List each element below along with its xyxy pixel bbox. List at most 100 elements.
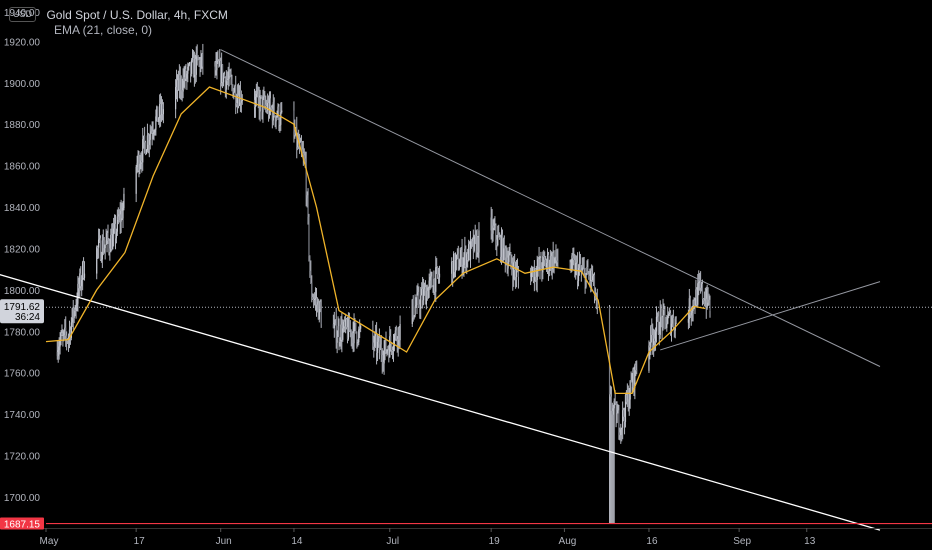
candle-body	[517, 271, 520, 277]
candle-body	[346, 327, 349, 340]
candle-body	[453, 253, 455, 279]
candle-body	[415, 305, 417, 307]
candle-body	[533, 268, 535, 281]
candle-body	[621, 427, 623, 430]
candle-body	[308, 216, 310, 256]
candle-body	[141, 160, 143, 163]
candle-body	[239, 90, 242, 103]
candle-body	[622, 410, 624, 428]
candle-body	[175, 87, 177, 110]
candle-body	[419, 304, 421, 309]
candle-body	[74, 309, 76, 312]
candle-body	[667, 315, 669, 324]
indicator-legend[interactable]: EMA (21, close, 0)	[54, 23, 153, 37]
candle-body	[457, 253, 459, 270]
candle-body	[610, 396, 612, 411]
candle-body	[221, 64, 224, 83]
candle-body	[651, 326, 653, 335]
candle-body	[551, 253, 553, 270]
candle-body	[216, 61, 218, 71]
candle-body	[184, 68, 186, 81]
candle-body	[314, 298, 316, 301]
candle-body	[136, 162, 138, 167]
candle-body	[695, 289, 697, 306]
candle-body	[417, 291, 419, 294]
current-price-label: 1791.62	[4, 302, 41, 313]
candle-body	[201, 53, 203, 61]
candle-body	[453, 253, 456, 273]
axes-layer: 1700.00 1720.00 1740.00 1760.00 1780.00 1800.…	[0, 8, 932, 547]
candle-body	[144, 135, 146, 143]
candle-body	[294, 131, 296, 136]
candle-body	[690, 312, 692, 316]
candle-body	[353, 321, 355, 344]
y-tick-label: 1760.00	[4, 369, 41, 380]
candle-body	[702, 299, 705, 301]
candle-body	[687, 319, 690, 323]
candle-body	[547, 254, 550, 271]
candle-body	[670, 323, 673, 333]
candle-body	[423, 287, 426, 290]
candle-body	[495, 225, 497, 240]
candle-body	[236, 95, 239, 104]
candle-body	[241, 99, 243, 102]
candle-body	[71, 308, 73, 323]
candle-body	[143, 135, 145, 140]
candle-body	[354, 321, 356, 323]
candle-body	[700, 281, 702, 288]
candle-body	[341, 324, 343, 340]
candle-body	[577, 268, 580, 282]
candle-body	[340, 324, 342, 342]
candle-body	[59, 340, 61, 347]
candle-body	[77, 283, 79, 304]
candle-body	[470, 240, 473, 242]
candle-body	[99, 238, 102, 260]
candle-body	[429, 277, 431, 281]
candle-body	[232, 85, 234, 97]
candle-body	[358, 329, 360, 343]
candle-body	[234, 86, 236, 93]
candle-body	[694, 305, 696, 307]
candle-body	[96, 247, 98, 274]
currency-badge[interactable]: USD	[9, 7, 37, 23]
candle-body	[301, 149, 303, 154]
candle-body	[582, 267, 584, 269]
candle-body	[231, 79, 233, 86]
candle-body	[652, 334, 654, 346]
candle-body	[508, 255, 510, 263]
candle-body	[626, 392, 628, 402]
y-tick-label: 1900.00	[4, 79, 41, 90]
candle-body	[111, 234, 113, 250]
candle-body	[510, 252, 512, 264]
x-tick-label: 16	[646, 536, 658, 547]
candle-body	[336, 336, 338, 343]
candle-body	[619, 432, 621, 436]
candle-body	[281, 110, 283, 113]
candle-body	[472, 239, 474, 251]
candle-body	[145, 150, 148, 155]
candle-body	[503, 238, 505, 249]
candle-body	[657, 316, 659, 334]
candle-body	[103, 248, 105, 253]
candle-body	[183, 77, 185, 81]
candle-body	[303, 155, 305, 159]
candle-body	[58, 346, 60, 351]
candle-body	[68, 329, 71, 338]
candle-body	[118, 214, 120, 221]
candle-body	[377, 338, 380, 342]
candle-body	[185, 68, 187, 79]
candle-body	[307, 195, 309, 217]
candle-body	[63, 331, 65, 336]
candle-body	[72, 308, 74, 319]
candle-body	[75, 305, 77, 312]
candle-body	[494, 225, 496, 228]
candle-body	[316, 302, 319, 305]
candle-body	[433, 278, 435, 293]
candle-body	[514, 270, 517, 278]
candle-body	[101, 240, 103, 260]
candle-body	[198, 59, 200, 61]
candle-body	[119, 214, 121, 222]
candle-body	[435, 267, 437, 292]
candle-body	[197, 56, 199, 60]
